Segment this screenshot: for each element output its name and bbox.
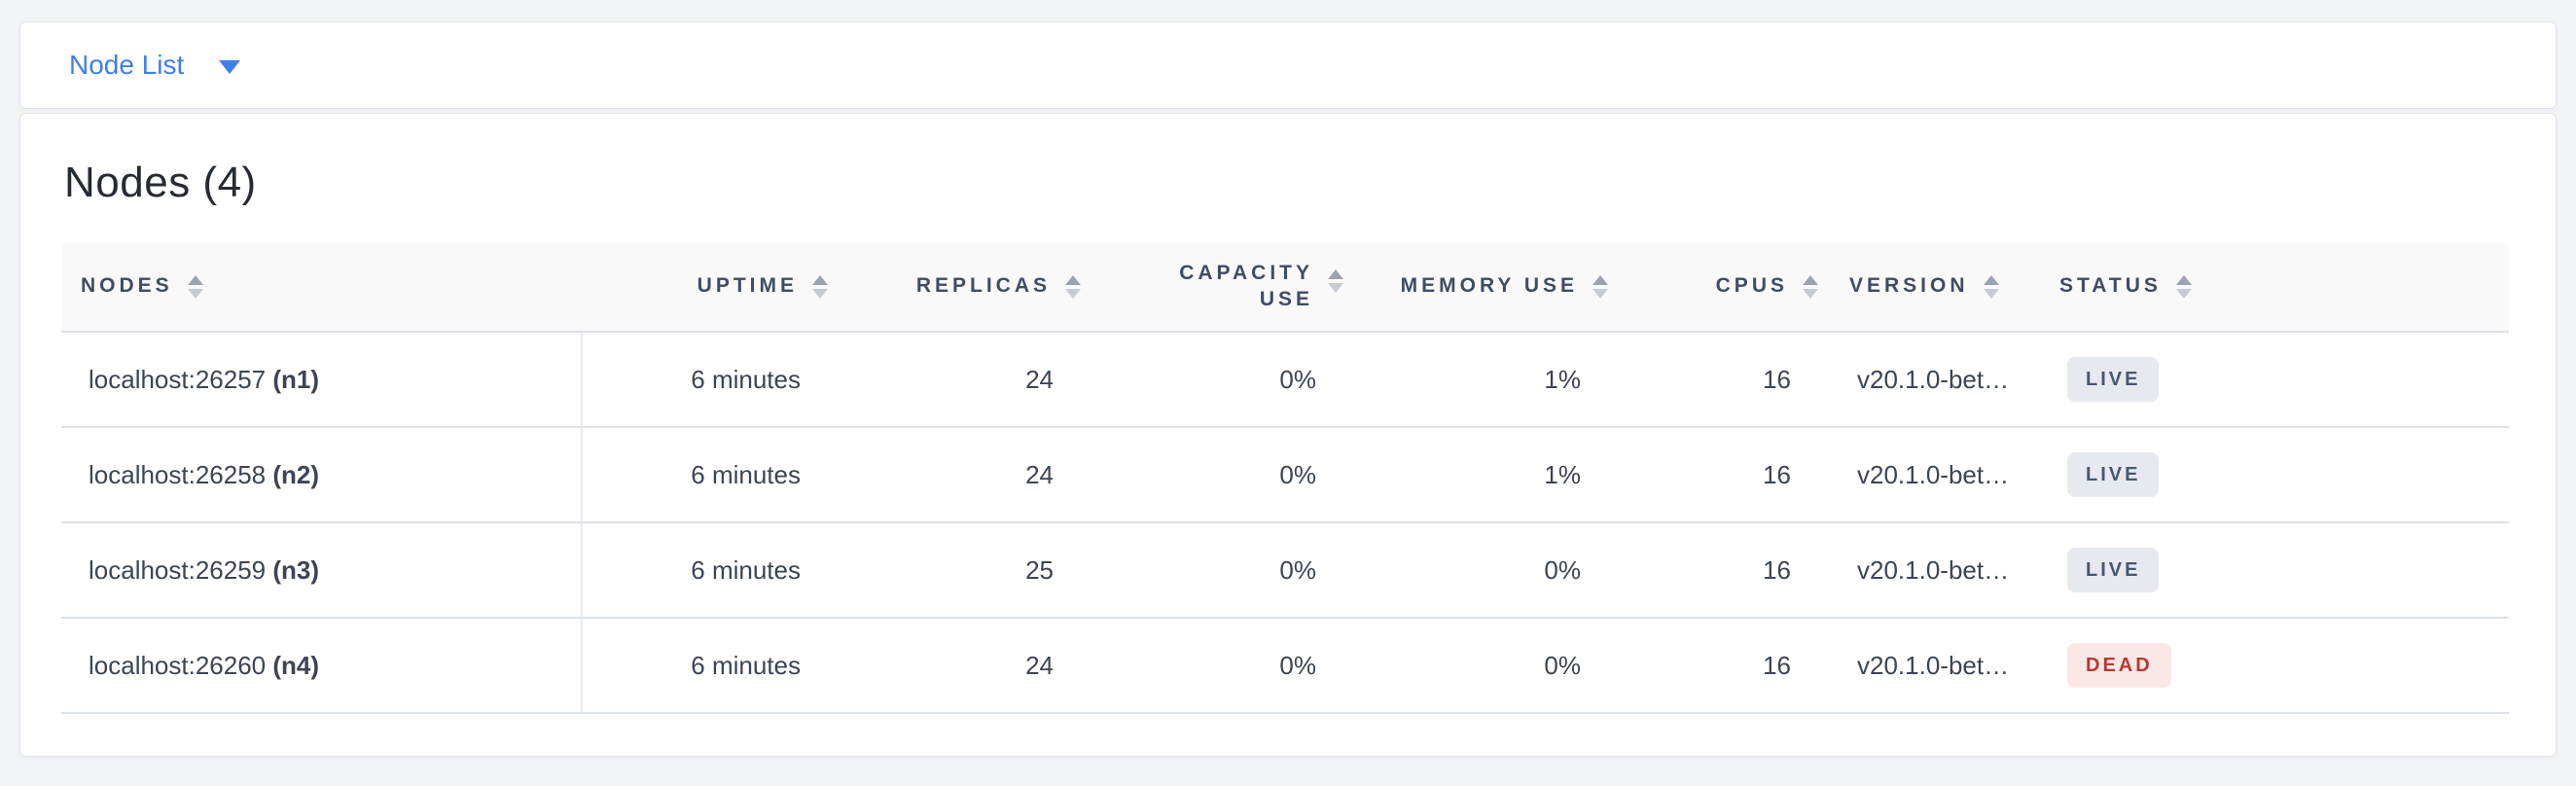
cell-node: localhost:26260 (n4) — [61, 618, 583, 714]
column-label-memory: MEMORY USE — [1400, 274, 1578, 298]
cell-uptime: 6 minutes — [582, 522, 840, 619]
cell-uptime: 6 minutes — [582, 427, 840, 523]
cell-version: v20.1.0-bet… — [1830, 332, 2040, 428]
node-id: (n2) — [272, 459, 320, 489]
table-row: localhost:26257 (n1) 6 minutes 24 0% 1% 16 v20… — [61, 332, 2509, 428]
sort-arrows-icon[interactable] — [1328, 269, 1343, 294]
cell-memory: 0% — [1355, 618, 1620, 714]
column-label-version: VERSION — [1849, 274, 1969, 298]
column-header-status[interactable]: STATUS — [2040, 242, 2509, 333]
cell-replicas: 24 — [840, 332, 1092, 428]
sort-arrows-icon[interactable] — [812, 274, 828, 299]
cell-version: v20.1.0-bet… — [1830, 427, 2040, 523]
nodes-card: Nodes (4) NODES UPTIME REPLICAS CAPACITY US… — [19, 113, 2557, 757]
cell-memory: 1% — [1355, 427, 1620, 523]
table-row: localhost:26259 (n3) 6 minutes 25 0% 0% 16 v20… — [61, 522, 2509, 619]
cell-capacity: 0% — [1092, 427, 1355, 523]
table-body: localhost:26257 (n1) 6 minutes 24 0% 1% 16 v20… — [61, 332, 2509, 714]
node-list-table: NODES UPTIME REPLICAS CAPACITY USE MEMORY US… — [61, 242, 2509, 714]
sort-arrows-icon[interactable] — [2175, 274, 2192, 299]
cell-cpus: 16 — [1620, 427, 1830, 523]
sort-arrows-icon[interactable] — [1803, 274, 1818, 299]
table-header-row: NODES UPTIME REPLICAS CAPACITY USE MEMORY US… — [61, 242, 2509, 333]
view-dropdown[interactable]: Node List — [69, 50, 241, 81]
cell-replicas: 24 — [840, 618, 1092, 714]
column-header-cpus[interactable]: CPUS — [1620, 242, 1830, 333]
view-selector-bar: Node List — [19, 21, 2557, 109]
cell-memory: 0% — [1355, 522, 1620, 619]
node-id: (n3) — [272, 554, 320, 585]
status-badge: DEAD — [2067, 643, 2171, 688]
column-header-uptime[interactable]: UPTIME — [582, 242, 840, 333]
column-label-capacity: CAPACITY USE — [1179, 262, 1313, 310]
column-header-replicas[interactable]: REPLICAS — [840, 242, 1092, 333]
node-address[interactable]: localhost:26260 — [89, 650, 273, 680]
column-label-uptime: UPTIME — [697, 274, 798, 298]
cell-cpus: 16 — [1620, 332, 1830, 428]
status-badge: LIVE — [2067, 452, 2160, 497]
status-badge: LIVE — [2067, 548, 2160, 592]
node-address[interactable]: localhost:26257 — [89, 364, 273, 394]
cell-replicas: 25 — [840, 522, 1092, 619]
cell-status: DEAD — [2040, 618, 2509, 714]
sort-arrows-icon[interactable] — [1065, 274, 1081, 299]
table-row: localhost:26260 (n4) 6 minutes 24 0% 0% 16 v20… — [61, 618, 2509, 714]
cell-version: v20.1.0-bet… — [1830, 618, 2040, 714]
sort-arrows-icon[interactable] — [1983, 274, 1999, 299]
sort-arrows-icon[interactable] — [1592, 274, 1608, 299]
column-header-node[interactable]: NODES — [61, 242, 582, 333]
page-title: Nodes (4) — [64, 159, 257, 206]
cell-capacity: 0% — [1092, 522, 1355, 619]
cell-replicas: 24 — [840, 427, 1092, 523]
status-badge: LIVE — [2067, 357, 2160, 402]
node-id: (n1) — [272, 364, 320, 394]
cell-status: LIVE — [2040, 332, 2509, 428]
cell-cpus: 16 — [1620, 522, 1830, 619]
chevron-down-icon — [219, 59, 241, 74]
cell-memory: 1% — [1355, 332, 1620, 428]
cell-node: localhost:26259 (n3) — [61, 522, 583, 619]
sort-arrows-icon[interactable] — [187, 274, 203, 299]
cell-uptime: 6 minutes — [582, 332, 840, 428]
table-header: NODES UPTIME REPLICAS CAPACITY USE MEMORY US… — [61, 242, 2509, 333]
cell-cpus: 16 — [1620, 618, 1830, 714]
cell-node: localhost:26257 (n1) — [61, 332, 583, 428]
page: Node List Nodes (4) NODES UPTIME REPLICAS C… — [19, 21, 2557, 757]
node-id: (n4) — [272, 650, 320, 680]
cell-node: localhost:26258 (n2) — [61, 427, 583, 523]
cell-version: v20.1.0-bet… — [1830, 522, 2040, 619]
column-header-memory[interactable]: MEMORY USE — [1355, 242, 1620, 333]
cell-status: LIVE — [2040, 427, 2509, 523]
column-header-version[interactable]: VERSION — [1830, 242, 2040, 333]
table-row: localhost:26258 (n2) 6 minutes 24 0% 1% 16 v20… — [61, 427, 2509, 523]
node-address[interactable]: localhost:26258 — [89, 459, 273, 489]
column-header-capacity[interactable]: CAPACITY USE — [1092, 242, 1355, 333]
cell-uptime: 6 minutes — [582, 618, 840, 714]
column-label-cpus: CPUS — [1715, 274, 1788, 298]
view-dropdown-label: Node List — [69, 50, 185, 80]
column-label-status: STATUS — [2059, 274, 2162, 298]
column-label-replicas: REPLICAS — [915, 274, 1051, 298]
column-label-node: NODES — [81, 274, 173, 298]
cell-capacity: 0% — [1092, 332, 1355, 428]
node-address[interactable]: localhost:26259 — [89, 554, 273, 585]
cell-status: LIVE — [2040, 522, 2509, 619]
cell-capacity: 0% — [1092, 618, 1355, 714]
